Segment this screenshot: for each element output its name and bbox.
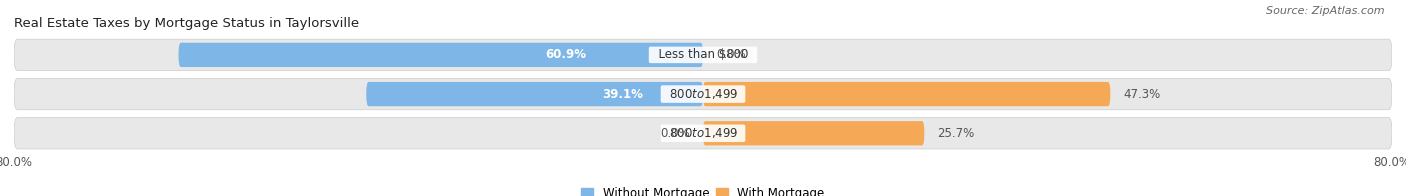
Text: Less than $800: Less than $800 bbox=[651, 48, 755, 61]
FancyBboxPatch shape bbox=[367, 82, 703, 106]
Text: $800 to $1,499: $800 to $1,499 bbox=[662, 126, 744, 140]
FancyBboxPatch shape bbox=[179, 43, 703, 67]
Text: 25.7%: 25.7% bbox=[938, 127, 974, 140]
Text: $800 to $1,499: $800 to $1,499 bbox=[662, 87, 744, 101]
Text: 39.1%: 39.1% bbox=[602, 88, 643, 101]
Text: 0.0%: 0.0% bbox=[661, 127, 690, 140]
FancyBboxPatch shape bbox=[14, 78, 1392, 110]
FancyBboxPatch shape bbox=[703, 82, 1111, 106]
Text: 47.3%: 47.3% bbox=[1123, 88, 1160, 101]
Text: 60.9%: 60.9% bbox=[546, 48, 586, 61]
FancyBboxPatch shape bbox=[14, 39, 1392, 71]
Text: Source: ZipAtlas.com: Source: ZipAtlas.com bbox=[1267, 6, 1385, 16]
Legend: Without Mortgage, With Mortgage: Without Mortgage, With Mortgage bbox=[581, 187, 825, 196]
FancyBboxPatch shape bbox=[14, 118, 1392, 149]
Text: 0.0%: 0.0% bbox=[716, 48, 745, 61]
FancyBboxPatch shape bbox=[703, 121, 924, 145]
Text: Real Estate Taxes by Mortgage Status in Taylorsville: Real Estate Taxes by Mortgage Status in … bbox=[14, 17, 359, 30]
